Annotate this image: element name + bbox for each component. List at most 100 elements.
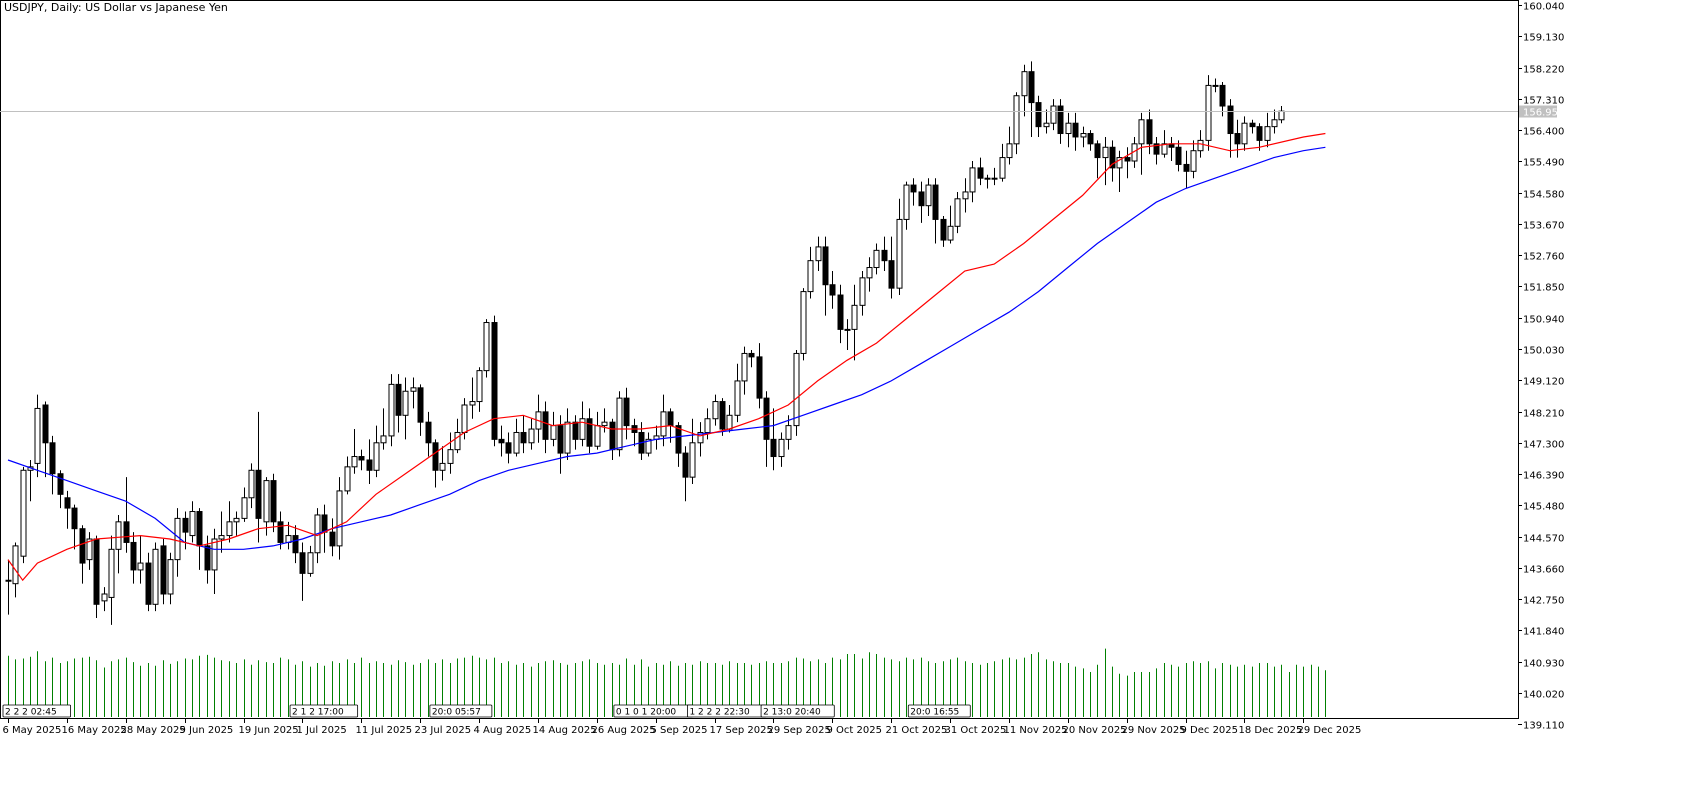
candle-bull [660,411,667,437]
x-tick-label: 23 Jul 2025 [415,725,472,736]
candle-bear [609,421,616,451]
candle-bear [204,545,211,571]
y-tick-label: 159.130 [1523,33,1564,44]
candle-bear [130,541,137,571]
candle-bull [1050,105,1057,124]
candle-bull [859,277,866,306]
y-tick-label: 144.570 [1523,534,1564,545]
candle-bull [969,167,976,193]
candle-bull [704,418,711,433]
candle-bull [844,328,851,331]
event-marker-label: 20:0 16:55 [910,708,959,718]
event-marker-label: 2 13:0 20:40 [763,708,821,718]
candle-bull [211,538,218,571]
candle-bull [1197,139,1204,152]
y-tick-label: 147.300 [1523,440,1564,451]
candle-bear [395,383,402,416]
candle-bear [160,545,167,595]
candle-bear [667,411,674,427]
candle-bull [785,425,792,440]
candle-bear [255,469,262,519]
candle-bear [57,473,64,495]
candle-bear [1175,146,1182,165]
candle-bull [454,431,461,451]
candle-bull [86,538,93,561]
candle-bear [79,528,86,564]
candle-bull [1102,146,1109,159]
candle-bear [1153,143,1160,155]
x-tick-label: 20 Nov 2025 [1063,725,1127,736]
current-price-tag [1519,105,1557,118]
candle-bull [1138,119,1145,145]
candle-bear [557,425,564,454]
candle-bear [1219,84,1226,107]
y-tick-label: 139.110 [1523,721,1564,732]
y-tick-label: 152.760 [1523,252,1564,263]
candle-bull [873,249,880,269]
candle-bull [380,435,387,444]
candle-bull [447,449,454,464]
candle-bull [550,425,557,440]
candle-bear [145,562,152,605]
candle-bear [1094,143,1101,159]
candle-bull [34,407,41,464]
current-price-layer: 156.955 [0,105,1564,119]
event-marker-box [907,704,971,718]
y-tick-label: 142.750 [1523,596,1564,607]
candle-bull [991,177,998,180]
x-tick-label: 18 Dec 2025 [1239,725,1303,736]
y-tick-label: 151.850 [1523,283,1564,294]
candle-bull [439,462,446,471]
candle-bull [115,521,122,550]
chart-title: USDJPY, Daily: US Dollar vs Japanese Yen [4,1,228,14]
candle-bull [307,552,314,574]
y-tick-label: 145.480 [1523,502,1564,513]
candle-bear [881,249,888,262]
candle-bull [1190,150,1197,172]
event-marker-box [429,704,493,718]
candle-bull [962,191,969,200]
candle-bull [248,469,255,499]
candle-bear [763,397,770,440]
candle-bear [182,517,189,533]
candle-bull [226,521,233,537]
candle-bear [358,456,365,461]
x-tick-label: 16 May 2025 [62,725,127,736]
x-tick-label: 5 Sep 2025 [651,725,708,736]
candle-bull [1241,122,1248,145]
candle-bear [491,322,498,440]
candle-bull [564,421,571,454]
candle-bear [42,404,49,444]
event-marker-label: 2 1 2 17:00 [292,708,344,718]
candle-bull [734,380,741,416]
y-tick-label: 140.020 [1523,690,1564,701]
candle-bear [1072,122,1079,138]
candle-bull [726,414,733,430]
candle-bear [888,260,895,289]
candle-bear [432,442,439,471]
candle-bull [344,466,351,492]
y-tick-label: 160.040 [1523,2,1564,13]
candle-bear [586,418,593,447]
candle-bear [918,191,925,207]
candle-bear [770,438,777,458]
x-tick-label: 29 Dec 2025 [1298,725,1362,736]
candle-bull [1205,84,1212,141]
event-marker-label: 2 2 2 02:45 [5,708,57,718]
candle-bear [196,511,203,547]
y-tick-label: 153.670 [1523,221,1564,232]
y-tick-label: 143.660 [1523,565,1564,576]
candle-bear [1124,157,1131,162]
candle-bull [778,438,785,458]
candle-bear [1057,105,1064,135]
x-tick-label: 6 May 2025 [3,725,62,736]
x-tick-label: 17 Sep 2025 [710,725,773,736]
candle-bull [410,387,417,392]
candle-bull [697,431,704,444]
y-tick-label: 154.580 [1523,190,1564,201]
candle-bear [417,387,424,423]
candle-bull [101,593,108,602]
candle-bear [71,507,78,530]
candle-bull [594,425,601,447]
